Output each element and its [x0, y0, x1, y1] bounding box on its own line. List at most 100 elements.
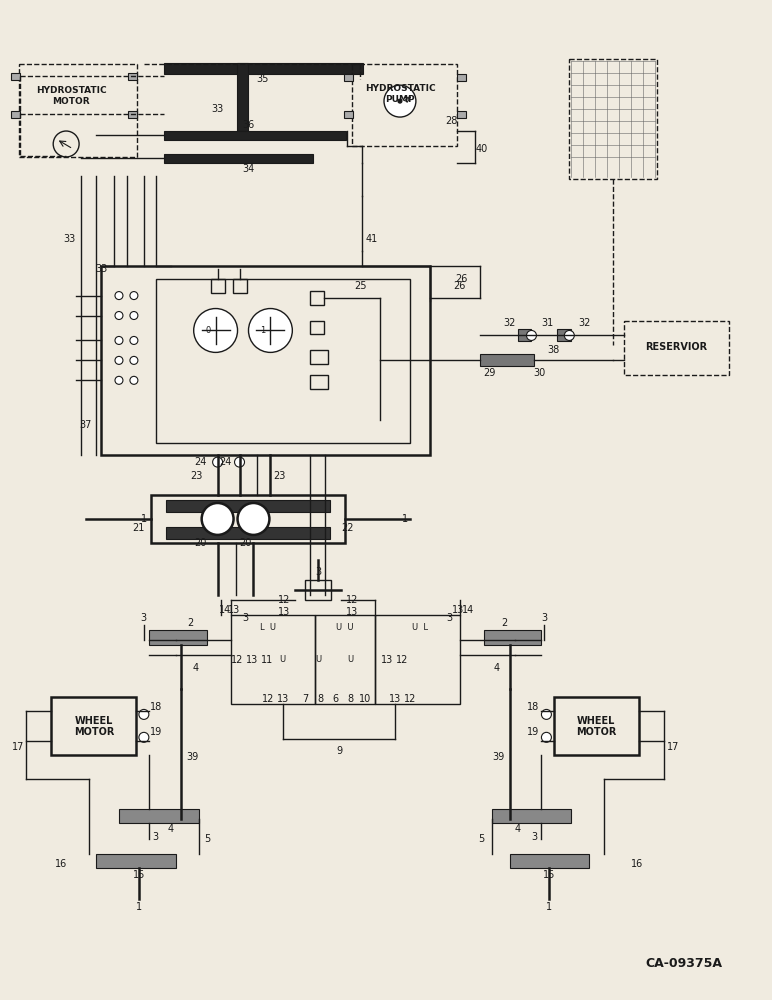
- Text: 21: 21: [133, 523, 145, 533]
- Text: 35: 35: [256, 74, 269, 84]
- Text: 24: 24: [219, 457, 232, 467]
- Text: 26: 26: [455, 274, 468, 284]
- Text: 11: 11: [261, 655, 273, 665]
- Text: 12: 12: [232, 655, 244, 665]
- Bar: [211, 279, 225, 293]
- Text: 12: 12: [346, 595, 358, 605]
- Text: 13: 13: [277, 694, 290, 704]
- Text: 3: 3: [242, 613, 249, 623]
- Bar: [479, 354, 534, 366]
- Text: 1: 1: [260, 326, 265, 335]
- Bar: [166, 527, 330, 539]
- Text: CA-09375A: CA-09375A: [645, 957, 723, 970]
- Bar: [12, 73, 20, 80]
- Text: 23: 23: [191, 471, 203, 481]
- Text: 17: 17: [12, 742, 25, 752]
- Circle shape: [115, 336, 123, 344]
- Text: 26: 26: [453, 281, 466, 291]
- Text: 0: 0: [205, 326, 210, 335]
- Bar: [517, 329, 531, 341]
- Text: 12: 12: [278, 595, 290, 605]
- Text: 2: 2: [188, 618, 194, 628]
- Text: 32: 32: [503, 318, 516, 328]
- Text: 24: 24: [195, 457, 207, 467]
- Text: 16: 16: [631, 859, 643, 869]
- Bar: [51, 697, 136, 755]
- Text: RESERVIOR: RESERVIOR: [645, 342, 707, 352]
- Text: 33: 33: [63, 234, 75, 244]
- Text: 9: 9: [336, 746, 342, 756]
- Text: U: U: [347, 655, 354, 664]
- Bar: [492, 809, 571, 823]
- Text: 12: 12: [404, 694, 416, 704]
- Bar: [164, 63, 363, 74]
- Circle shape: [130, 336, 138, 344]
- Bar: [310, 291, 324, 305]
- Text: 8: 8: [317, 694, 323, 704]
- Bar: [344, 111, 353, 118]
- Text: 38: 38: [547, 345, 560, 355]
- Circle shape: [398, 99, 402, 103]
- Text: 15: 15: [133, 870, 145, 880]
- Circle shape: [115, 356, 123, 364]
- Bar: [231, 615, 315, 704]
- Text: 2: 2: [502, 618, 508, 628]
- Bar: [510, 854, 589, 868]
- Text: 39: 39: [493, 752, 505, 762]
- Circle shape: [130, 312, 138, 320]
- Circle shape: [130, 356, 138, 364]
- Text: 6: 6: [332, 694, 338, 704]
- Bar: [164, 154, 313, 163]
- Text: U  U: U U: [337, 623, 354, 632]
- Text: 33: 33: [212, 104, 224, 114]
- Circle shape: [130, 376, 138, 384]
- Text: U: U: [279, 655, 286, 664]
- Text: 28: 28: [445, 116, 458, 126]
- Circle shape: [541, 709, 551, 719]
- Text: 20: 20: [195, 538, 207, 548]
- Text: 1: 1: [402, 514, 408, 524]
- Text: 3: 3: [531, 832, 537, 842]
- Text: 4: 4: [514, 824, 520, 834]
- Text: 13: 13: [278, 607, 290, 617]
- Bar: [166, 500, 330, 512]
- Text: 30: 30: [533, 368, 546, 378]
- Text: 13: 13: [246, 655, 259, 665]
- Text: 7: 7: [302, 694, 309, 704]
- Text: 3: 3: [153, 832, 159, 842]
- Text: 23: 23: [273, 471, 286, 481]
- Text: U  L: U L: [412, 623, 428, 632]
- Bar: [569, 59, 657, 179]
- Text: 3: 3: [541, 613, 547, 623]
- Text: 19: 19: [150, 727, 162, 737]
- Text: 32: 32: [578, 318, 591, 328]
- Circle shape: [115, 292, 123, 300]
- Circle shape: [139, 732, 149, 742]
- Bar: [457, 111, 466, 118]
- Circle shape: [139, 709, 149, 719]
- Bar: [310, 350, 328, 364]
- Circle shape: [564, 330, 574, 340]
- Circle shape: [201, 503, 234, 535]
- Bar: [310, 375, 328, 389]
- Text: 41: 41: [366, 234, 378, 244]
- Text: 19: 19: [527, 727, 540, 737]
- Circle shape: [527, 330, 537, 340]
- Circle shape: [212, 457, 222, 467]
- Text: 36: 36: [242, 120, 255, 130]
- Bar: [624, 320, 729, 375]
- Text: 1: 1: [547, 902, 553, 912]
- Text: 29: 29: [483, 368, 496, 378]
- Bar: [483, 630, 541, 645]
- Text: L  U: L U: [260, 623, 276, 632]
- Circle shape: [130, 292, 138, 300]
- Text: WHEEL
MOTOR: WHEEL MOTOR: [576, 716, 616, 737]
- Bar: [554, 697, 639, 755]
- Circle shape: [235, 457, 245, 467]
- Text: 4: 4: [193, 663, 198, 673]
- Text: 3: 3: [447, 613, 453, 623]
- Bar: [164, 131, 346, 140]
- Circle shape: [384, 85, 416, 117]
- Text: 18: 18: [527, 702, 540, 712]
- Text: 31: 31: [541, 318, 554, 328]
